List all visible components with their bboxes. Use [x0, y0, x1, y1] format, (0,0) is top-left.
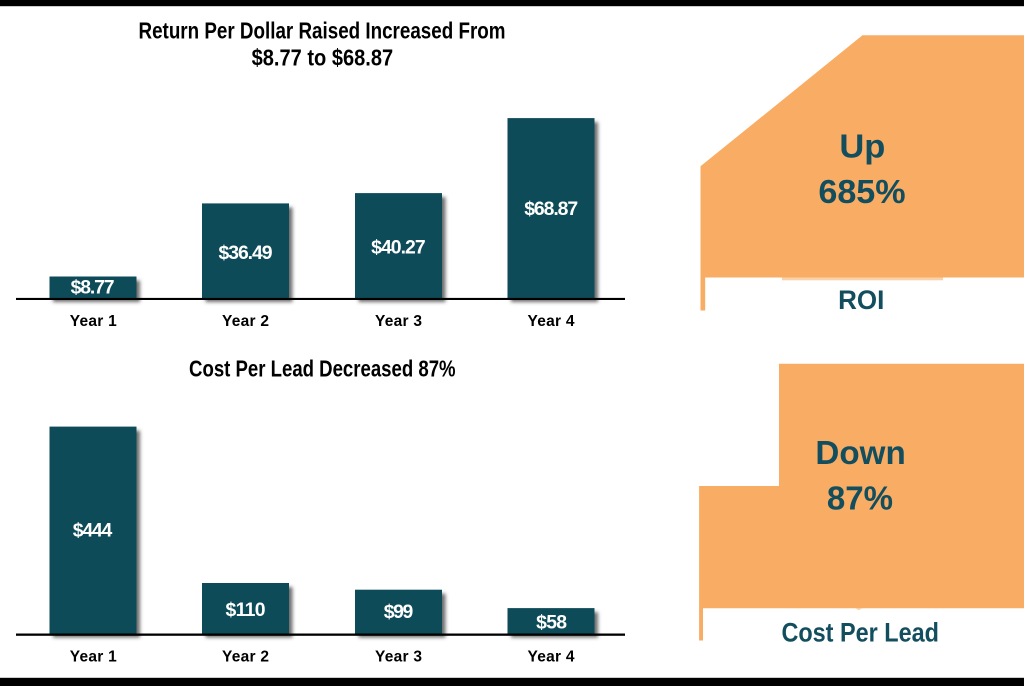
svg-text:$58: $58	[536, 611, 567, 633]
svg-text:Year 2: Year 2	[222, 313, 269, 330]
svg-text:$99: $99	[384, 601, 414, 623]
svg-text:Year 3: Year 3	[375, 649, 422, 666]
svg-text:Up: Up	[839, 128, 885, 165]
svg-text:$36.49: $36.49	[219, 242, 273, 264]
svg-text:$40.27: $40.27	[371, 237, 426, 259]
svg-text:$444: $444	[73, 520, 113, 542]
svg-text:Cost Per Lead Decreased 87%: Cost Per Lead Decreased 87%	[189, 356, 456, 382]
svg-text:Year 4: Year 4	[528, 649, 575, 666]
svg-text:$110: $110	[226, 599, 266, 621]
svg-text:Year 1: Year 1	[70, 313, 117, 330]
svg-text:Year 3: Year 3	[375, 313, 422, 330]
svg-text:Down: Down	[815, 434, 905, 471]
svg-text:$8.77: $8.77	[71, 277, 115, 299]
svg-text:ROI: ROI	[838, 285, 884, 315]
svg-text:87%: 87%	[827, 479, 893, 516]
svg-text:Year 2: Year 2	[222, 649, 269, 666]
svg-text:$68.87: $68.87	[524, 198, 578, 220]
svg-text:685%: 685%	[818, 173, 905, 210]
svg-text:$8.77 to $68.87: $8.77 to $68.87	[252, 45, 394, 71]
svg-text:Year 1: Year 1	[70, 649, 117, 666]
svg-text:Return Per Dollar Raised Incre: Return Per Dollar Raised Increased From	[139, 18, 506, 44]
svg-text:Year 4: Year 4	[528, 313, 575, 330]
svg-text:Cost Per Lead: Cost Per Lead	[781, 618, 939, 648]
